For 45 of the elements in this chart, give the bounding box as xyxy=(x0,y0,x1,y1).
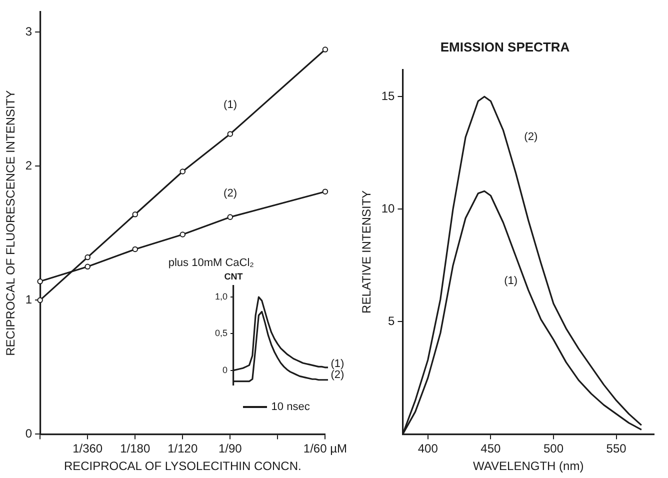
point xyxy=(37,278,43,284)
point xyxy=(132,246,138,252)
x-tick-label: 1/60 µM xyxy=(303,442,348,456)
x-tick-label: 1/90 xyxy=(218,442,242,456)
chart-title: EMISSION SPECTRA xyxy=(440,39,570,54)
x-axis-title: WAVELENGTH (nm) xyxy=(473,459,584,474)
x-tick-label: 1/360 xyxy=(72,442,103,456)
y-axis-title: RECIPROCAL OF FLUORESCENCE INTENSITY xyxy=(4,90,18,356)
annotation: (1) xyxy=(504,275,518,288)
y-tick-label: 0 xyxy=(25,426,32,441)
text: (2) xyxy=(330,369,344,382)
annotation: (1) xyxy=(224,98,237,111)
x-tick-label: 400 xyxy=(418,442,438,456)
y-axis-title: RELATIVE INTENSITY xyxy=(360,190,374,314)
point xyxy=(322,46,328,52)
y-tick-label: 10 xyxy=(381,201,396,216)
point xyxy=(227,214,234,220)
point xyxy=(84,264,90,270)
annotation: (2) xyxy=(224,188,237,200)
x-tick-label: 1/120 xyxy=(168,442,198,456)
annotation: (2) xyxy=(524,131,538,144)
x-tick-label: 450 xyxy=(480,442,502,456)
point xyxy=(180,232,186,238)
y-tick-label: 0 xyxy=(222,364,228,375)
y-tick-label: 2 xyxy=(25,158,32,172)
point xyxy=(322,188,328,195)
y-tick-label: 15 xyxy=(381,88,396,103)
point xyxy=(37,297,43,304)
x-axis-title: RECIPROCAL OF LYSOLECITHIN CONCN. xyxy=(64,459,302,474)
point xyxy=(180,168,186,174)
y-tick-label: 3 xyxy=(25,24,32,38)
y-axis-title: CNT xyxy=(224,271,244,282)
x-tick-label: 500 xyxy=(543,442,564,456)
point xyxy=(227,131,234,137)
annotation: 10 nsec xyxy=(271,400,310,413)
text: (1) xyxy=(330,358,344,370)
x-tick-label: 550 xyxy=(606,442,627,456)
y-tick-label: 1,0 xyxy=(214,291,228,302)
x-tick-label: 1/180 xyxy=(120,442,150,456)
point xyxy=(132,211,138,218)
y-tick-label: 5 xyxy=(388,314,396,328)
point xyxy=(84,254,90,260)
annotation: plus 10mM CaCl₂ xyxy=(168,257,254,270)
y-tick-label: 0,5 xyxy=(214,328,228,338)
y-tick-label: 1 xyxy=(25,292,32,306)
